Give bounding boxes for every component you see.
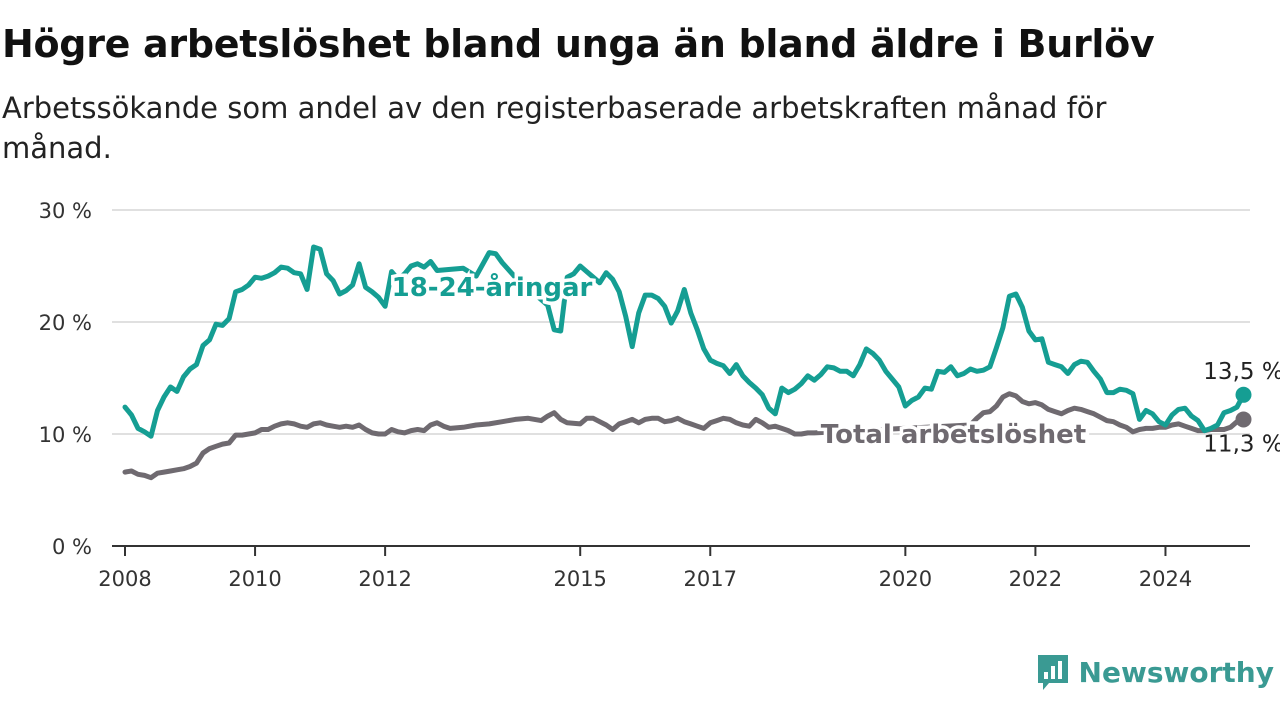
x-axis: 2008 2010 2012 2015 2017 2020 2022 2024	[98, 545, 1250, 591]
newsworthy-icon	[1037, 655, 1068, 690]
x-tick-label: 2020	[879, 567, 932, 591]
y-tick-label: 20 %	[39, 311, 92, 335]
end-marker-youth	[1235, 386, 1252, 403]
end-value-youth: 13,5 %	[1203, 359, 1280, 385]
gridlines	[112, 209, 1250, 435]
series-line-total	[122, 391, 1246, 481]
y-tick-label: 10 %	[39, 423, 92, 447]
series-lines	[122, 244, 1252, 481]
y-tick-label: 30 %	[39, 199, 92, 223]
series-label-youth: 18-24-åringar	[392, 271, 593, 303]
end-value-total: 11,3 %	[1203, 431, 1280, 457]
chart-title: Högre arbetslöshet bland unga än bland ä…	[2, 22, 1155, 66]
end-marker-total	[1235, 411, 1252, 428]
x-tick-label: 2024	[1139, 567, 1192, 591]
brand-logo: Newsworthy	[1035, 652, 1274, 692]
series-label-total: Total arbetslöshet	[821, 420, 1086, 450]
chart-subtitle: Arbetssökande som andel av den registerb…	[2, 91, 1107, 165]
x-tick-label: 2015	[553, 567, 606, 591]
x-tick-label: 2008	[98, 567, 151, 591]
x-tick-label: 2010	[228, 567, 281, 591]
y-axis-ticks: 0 % 10 % 20 % 30 %	[39, 199, 92, 559]
x-tick-label: 2017	[684, 567, 737, 591]
y-tick-label: 0 %	[52, 535, 92, 559]
brand-name: Newsworthy	[1078, 655, 1274, 689]
x-tick-label: 2022	[1009, 567, 1062, 591]
series-labels: 18-24-åringar Total arbetslöshet 13,5 % …	[388, 268, 1280, 458]
x-tick-label: 2012	[358, 567, 411, 591]
series-line-youth	[122, 244, 1246, 439]
